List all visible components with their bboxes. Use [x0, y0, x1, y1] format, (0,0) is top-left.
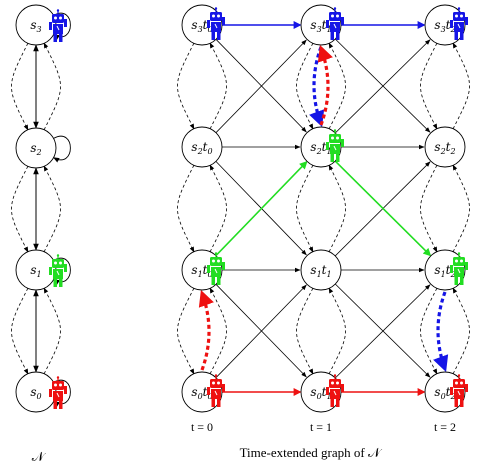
robot-icon: [450, 7, 468, 40]
state-node-s2t0: [181, 126, 223, 168]
state-label-s3: s3: [30, 18, 41, 34]
blue-dotted-move: [433, 291, 449, 373]
dashed-edge: [209, 287, 227, 375]
blue-dotted-move: [309, 46, 325, 128]
dashed-edge: [420, 164, 438, 253]
transition-edge: [215, 284, 307, 378]
state-label-s2t1: s2t1: [310, 140, 331, 156]
dashed-edge: [296, 287, 314, 375]
dashed-edge: [328, 164, 346, 253]
state-label-s2t2: s2t2: [434, 140, 455, 156]
time-label: t = 2: [434, 420, 456, 434]
dashed-edge: [209, 42, 227, 130]
robot-icon: [326, 129, 344, 162]
state-label-s2: s2: [30, 141, 41, 157]
time-graph-caption: Time-extended graph of 𝒩: [240, 445, 383, 460]
transition-edge: [215, 39, 307, 133]
robot-icon: [450, 374, 468, 407]
time-label: t = 1: [310, 420, 332, 434]
state-label-s1t0: s1t0: [191, 263, 212, 279]
state-label-s3t1: s3t1: [310, 18, 331, 34]
dashed-edge: [452, 164, 470, 253]
transition-edge: [334, 283, 431, 378]
self-loop-edge: [52, 135, 71, 163]
robot-icon: [49, 9, 67, 42]
dashed-edge: [452, 287, 470, 375]
state-label-s1t1: s1t1: [310, 263, 331, 279]
dashed-edge: [328, 287, 346, 375]
state-label-s0: s0: [30, 385, 41, 401]
time-label: t = 0: [191, 420, 213, 434]
transition-edge: [334, 38, 431, 133]
transition-edge: [334, 284, 431, 379]
dashed-edge: [43, 165, 61, 253]
left-graph-caption: 𝒩: [32, 449, 47, 464]
green-path-edge: [334, 160, 432, 257]
dashed-edge: [11, 287, 29, 375]
green-path-edge: [215, 160, 308, 257]
dashed-edge: [420, 287, 438, 375]
robot-icon: [49, 254, 67, 287]
state-label-s0t2: s0t2: [434, 385, 455, 401]
dashed-edge: [43, 287, 61, 375]
robot-icon: [326, 7, 344, 40]
state-node-s1t1: [300, 249, 342, 291]
dashed-edge: [452, 42, 470, 130]
dashed-edge: [296, 42, 314, 130]
robot-icon: [207, 7, 225, 40]
time-extended-graph: s3t0 s3t1 s3t2 s2t0 s2t1 s2t2 s1t0 s1t1 s1t2 s0t0…: [177, 4, 470, 434]
dashed-edge: [177, 287, 195, 375]
robot-icon: [207, 374, 225, 407]
state-label-s3t0: s3t0: [191, 18, 212, 34]
state-label-s0t0: s0t0: [191, 385, 212, 401]
state-label-s2t0: s2t0: [191, 140, 212, 156]
dashed-edge: [11, 165, 29, 253]
dashed-edge: [43, 42, 61, 131]
transition-edge: [215, 39, 307, 133]
robot-icon: [49, 376, 67, 409]
dashed-edge: [11, 42, 29, 131]
dashed-edge: [328, 42, 346, 130]
dashed-edge: [209, 164, 227, 253]
state-node-s2: [15, 127, 57, 169]
dashed-edge: [177, 164, 195, 253]
state-node-s2t2: [424, 126, 466, 168]
state-label-s1t2: s1t2: [434, 263, 455, 279]
dashed-edge: [296, 164, 314, 253]
transition-edge: [215, 284, 307, 378]
red-dotted-move: [317, 44, 333, 126]
robot-icon: [326, 374, 344, 407]
robot-icon: [207, 252, 225, 285]
dashed-edge: [177, 42, 195, 130]
state-label-s3t2: s3t2: [434, 18, 455, 34]
state-label-s0t1: s0t1: [310, 385, 331, 401]
robot-icon: [450, 252, 468, 285]
state-label-s1: s1: [30, 263, 41, 279]
dashed-edge: [420, 42, 438, 130]
left-graph: s3 s2 s1 s0: [11, 4, 71, 413]
transition-edge: [334, 39, 431, 134]
red-dotted-move: [198, 289, 214, 371]
